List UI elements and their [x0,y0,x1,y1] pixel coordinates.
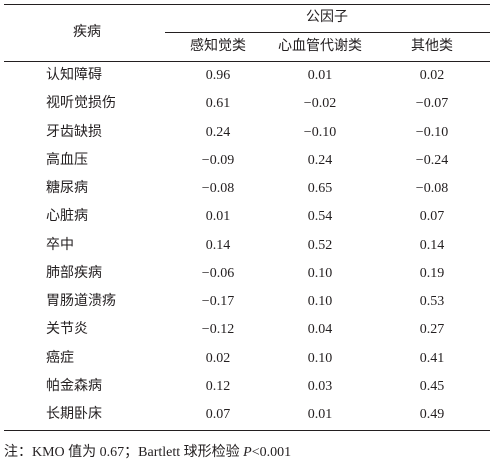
loading-value: 0.01 [205,209,231,225]
loading-value: 0.07 [419,209,445,225]
disease-name: 帕金森病 [46,378,102,394]
loading-value: 0.52 [307,237,333,253]
disease-name: 糖尿病 [46,181,88,196]
column-header: 感知觉类 [190,39,246,54]
loading-value: 0.02 [205,350,231,366]
disease-name: 胃肠道溃疡 [46,294,116,309]
loading-value: 0.01 [307,68,333,83]
loading-value: −0.08 [415,181,449,196]
group-header: 公因子 [306,10,348,25]
loading-value: 0.07 [205,407,231,422]
loading-value: 0.01 [307,407,333,422]
loading-value: 0.19 [419,265,445,281]
disease-name: 卒中 [46,237,74,253]
loading-value: −0.10 [415,124,449,140]
loading-value: 0.49 [419,407,445,422]
loading-value: 0.27 [419,322,445,338]
bottom-rule [4,430,490,431]
disease-name: 心脏病 [46,209,88,225]
top-rule [4,4,490,5]
loading-value: 0.14 [205,237,231,253]
loading-value: 0.03 [307,378,333,394]
loading-value: −0.10 [303,124,337,140]
loading-value: −0.12 [201,322,235,338]
note: 注：KMO 值为 0.67；Bartlett 球形检验 P<0.001 [4,441,291,461]
loading-value: 0.54 [307,209,333,225]
loading-value: 0.10 [307,265,333,281]
loading-value: 0.41 [419,350,445,366]
disease-name: 肺部疾病 [46,265,102,281]
loading-value: 0.96 [205,68,231,83]
loading-value: −0.07 [415,96,449,112]
loading-value: 0.10 [307,294,333,309]
column-header: 心血管代谢类 [278,39,362,54]
header-rule [4,61,490,62]
loading-value: 0.12 [205,378,231,394]
loading-value: 0.24 [205,124,231,140]
group-rule [165,32,490,33]
loading-value: −0.24 [415,152,449,168]
disease-name: 长期卧床 [46,407,102,422]
loading-value: 0.61 [205,96,231,112]
loading-value: 0.53 [419,294,445,309]
disease-name: 认知障碍 [46,68,102,83]
loading-value: −0.09 [201,152,235,168]
loading-value: −0.08 [201,181,235,196]
disease-name: 高血压 [46,152,88,168]
loading-value: −0.17 [201,294,235,309]
loading-value: −0.06 [201,265,235,281]
loading-value: 0.04 [307,322,333,338]
disease-name: 牙齿缺损 [46,124,102,140]
column-header: 其他类 [411,39,453,54]
loading-value: −0.02 [303,96,337,112]
loading-value: 0.65 [307,181,333,196]
disease-header: 疾病 [73,25,101,40]
loading-value: 0.14 [419,237,445,253]
loading-value: 0.24 [307,152,333,168]
disease-name: 视听觉损伤 [46,96,116,112]
disease-name: 癌症 [46,350,74,366]
disease-name: 关节炎 [46,322,88,338]
note-italic: P [243,445,252,460]
loading-value: 0.45 [419,378,445,394]
loading-value: 0.02 [419,68,445,83]
note-text: <0.001 [251,445,292,460]
loading-value: 0.10 [307,350,333,366]
note-text: 注：KMO 值为 0.67；Bartlett 球形检验 [4,445,244,460]
